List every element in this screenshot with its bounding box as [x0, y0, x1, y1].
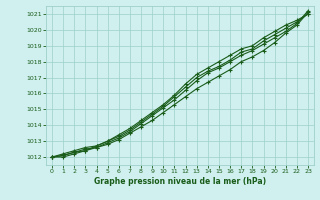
X-axis label: Graphe pression niveau de la mer (hPa): Graphe pression niveau de la mer (hPa) — [94, 177, 266, 186]
